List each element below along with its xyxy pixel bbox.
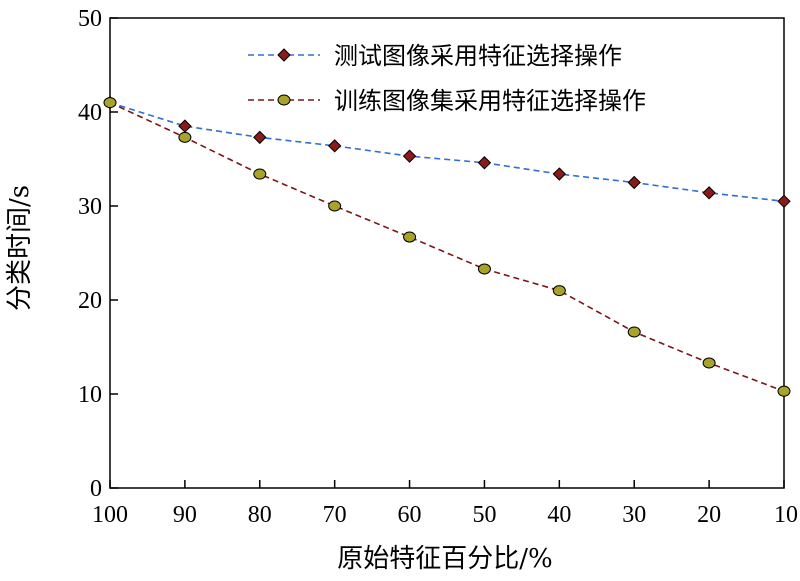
y-tick-label: 30 [78,194,102,220]
x-tick-label: 40 [547,502,571,528]
x-axis-title: 原始特征百分比/% [337,544,552,574]
data-point [178,131,192,143]
data-point [253,168,267,180]
x-tick-label: 20 [697,502,721,528]
data-point [627,175,641,190]
data-point [552,285,566,297]
y-tick-label: 0 [90,476,102,502]
series-1 [103,95,791,209]
x-tick-label: 50 [472,502,496,528]
data-point [777,385,791,397]
series-layer [103,95,791,397]
y-tick-label: 50 [78,6,102,32]
plot-frame [109,17,785,489]
legend-entry-1: 测试图像采用特征选择操作 [248,42,622,70]
data-point [627,326,641,338]
x-tick-label: 90 [173,502,197,528]
data-point [103,97,117,109]
data-point [328,200,342,212]
data-point [702,357,716,369]
data-point [702,186,716,200]
data-point [403,231,417,243]
data-point [477,156,492,170]
plot-area [109,17,785,489]
x-axis: 100 90 80 70 60 50 40 30 20 10 [92,480,798,528]
legend-entry-2: 训练图像集采用特征选择操作 [248,87,646,115]
x-tick-label: 70 [323,502,347,528]
y-tick-label: 40 [78,100,102,126]
data-point [402,149,417,163]
series-2 [103,97,791,397]
data-point [777,194,791,209]
x-tick-label: 30 [622,502,646,528]
legend-marker [277,48,291,62]
x-tick-label: 10 [774,502,798,528]
data-point [178,119,192,133]
y-axis-title: 分类时间/s [5,185,35,311]
legend-label: 测试图像采用特征选择操作 [334,42,622,70]
data-point [327,139,342,153]
legend-marker [277,94,291,106]
data-point [477,263,491,275]
x-tick-label: 60 [398,502,422,528]
series-line [109,101,785,392]
y-tick-label: 20 [78,288,102,314]
y-tick-label: 10 [78,382,102,408]
data-point [552,167,567,181]
x-tick-label: 100 [92,502,128,528]
data-point [253,130,267,145]
x-tick-label: 80 [248,502,272,528]
legend-label: 训练图像集采用特征选择操作 [334,87,646,115]
y-axis: 0 10 20 30 40 50 [78,6,118,502]
series-line [109,101,785,203]
